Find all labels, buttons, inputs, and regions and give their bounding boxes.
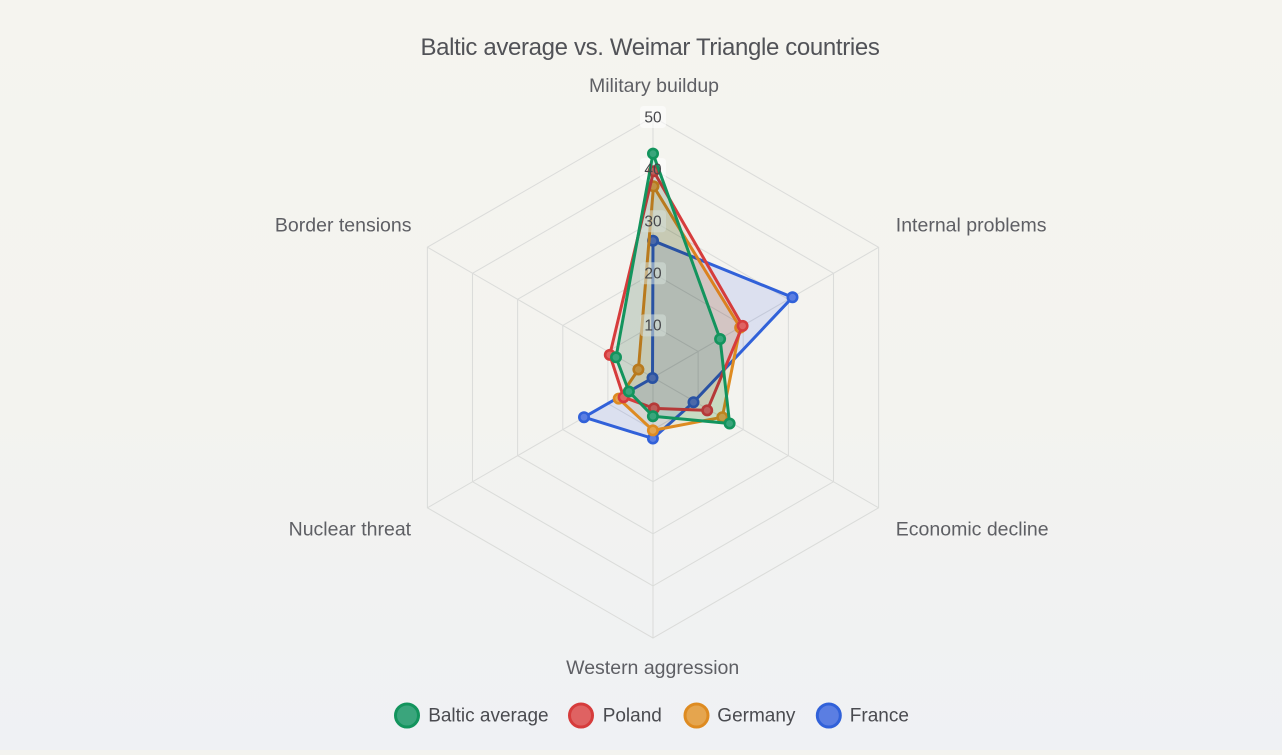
svg-text:Poland: Poland	[603, 706, 662, 727]
svg-text:Border tensions: Border tensions	[275, 215, 412, 237]
svg-text:Germany: Germany	[717, 706, 796, 727]
svg-text:10: 10	[644, 318, 662, 335]
svg-text:Military buildup: Military buildup	[589, 75, 719, 97]
svg-text:20: 20	[644, 266, 662, 283]
svg-text:Nuclear threat: Nuclear threat	[289, 519, 412, 541]
svg-text:Internal problems: Internal problems	[896, 215, 1047, 237]
svg-text:40: 40	[644, 161, 662, 178]
svg-text:Baltic average vs. Weimar Tria: Baltic average vs. Weimar Triangle count…	[420, 34, 879, 61]
svg-text:France: France	[850, 706, 909, 727]
svg-text:30: 30	[644, 214, 662, 231]
svg-text:50: 50	[644, 109, 662, 126]
svg-text:Western aggression: Western aggression	[566, 657, 739, 679]
svg-text:Economic decline: Economic decline	[896, 519, 1049, 541]
svg-text:Baltic average: Baltic average	[428, 706, 548, 727]
